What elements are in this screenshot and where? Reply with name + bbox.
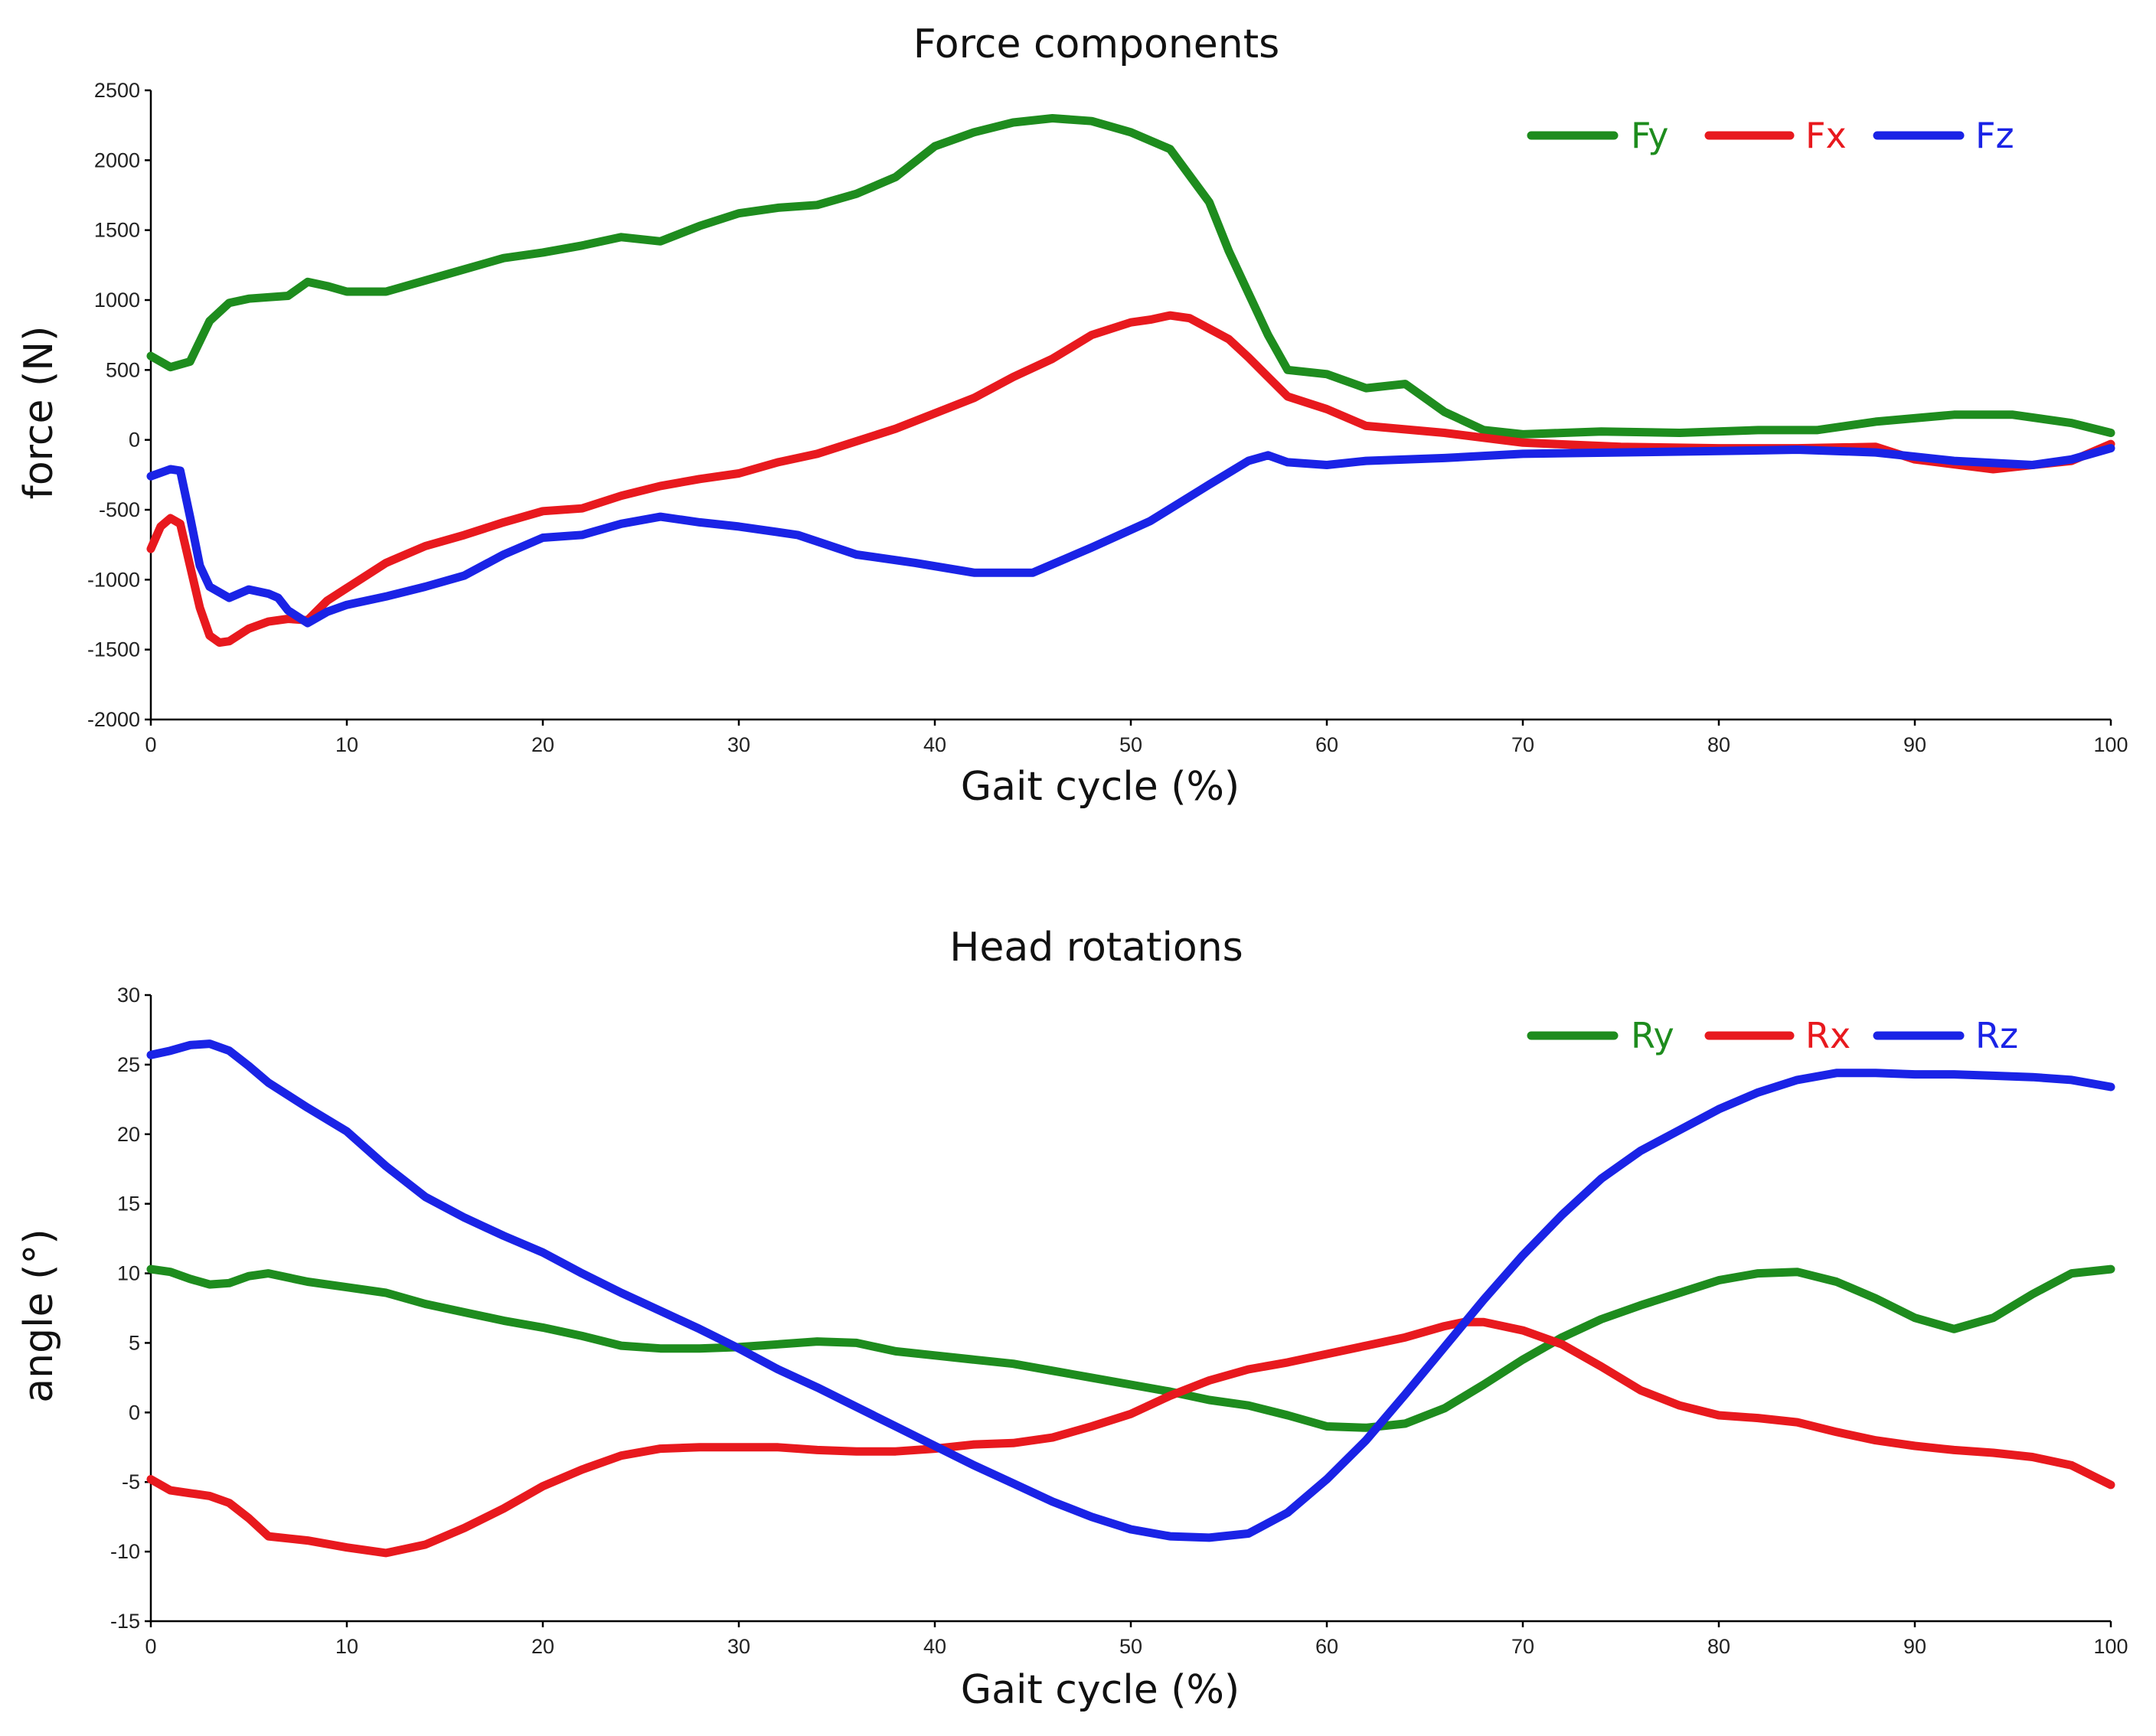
- head-rotations-chart: Head rotations -15 -10 -5 0 5 10 15 20 25 30 0 10 20 3…: [16, 925, 2128, 1713]
- rotation-x-tick-label: 90: [1903, 1635, 1926, 1658]
- rotation-y-tick-label: 10: [117, 1262, 140, 1285]
- rotation-x-tick-label: 0: [145, 1635, 156, 1658]
- force-y-tick-label: 2500: [94, 79, 140, 102]
- legend-label-fz: Fz: [1975, 115, 2014, 156]
- rotation-chart-title: Head rotations: [949, 925, 1243, 971]
- rotation-y-tick-label: -15: [110, 1610, 140, 1633]
- rotation-y-tick-label: 30: [117, 984, 140, 1007]
- rotation-x-tick-label: 40: [923, 1635, 946, 1658]
- force-x-tick-label: 30: [727, 733, 750, 756]
- rotation-x-tick-label: 20: [531, 1635, 554, 1658]
- force-x-tick-label: 80: [1707, 733, 1730, 756]
- rotation-x-tick-label: 30: [727, 1635, 750, 1658]
- rotation-y-tick-label: 15: [117, 1193, 140, 1216]
- force-x-tick-label: 100: [2093, 733, 2128, 756]
- rotation-y-tick-label: 25: [117, 1053, 140, 1076]
- series-line-rx: [146, 1317, 2115, 1558]
- force-y-tick-label: 1500: [94, 219, 140, 242]
- force-x-tick-label: 70: [1511, 733, 1534, 756]
- series-line-fy: [146, 114, 2115, 439]
- force-y-tick-label: 1000: [94, 289, 140, 312]
- force-y-tick-label: 2000: [94, 148, 140, 171]
- force-x-tick-label: 20: [531, 733, 554, 756]
- rotation-x-tick-label: 10: [335, 1635, 358, 1658]
- rotation-y-axis-label: angle (°): [16, 1229, 62, 1402]
- force-y-tick-label: -1000: [87, 568, 140, 591]
- series-line-fx: [146, 311, 2115, 647]
- series-line-rz: [146, 1039, 2115, 1542]
- legend-label-rx: Rx: [1805, 1015, 1851, 1056]
- force-x-tick-label: 60: [1315, 733, 1338, 756]
- force-y-tick-label: -1500: [87, 638, 140, 661]
- force-x-axis-label: Gait cycle (%): [961, 764, 1240, 810]
- force-x-tick-label: 40: [923, 733, 946, 756]
- legend-label-ry: Ry: [1631, 1015, 1674, 1056]
- force-y-tick-label: -500: [99, 498, 140, 521]
- rotation-x-tick-label: 100: [2093, 1635, 2128, 1658]
- rotation-x-tick-label: 50: [1119, 1635, 1142, 1658]
- rotation-x-axis-label: Gait cycle (%): [961, 1667, 1240, 1713]
- force-y-tick-label: 500: [106, 358, 140, 381]
- rotation-y-tick-label: 5: [129, 1331, 140, 1354]
- rotation-x-tick-label: 60: [1315, 1635, 1338, 1658]
- force-x-tick-label: 10: [335, 733, 358, 756]
- legend-label-fx: Fx: [1805, 115, 1847, 156]
- legend-label-rz: Rz: [1975, 1015, 2018, 1056]
- force-chart-title: Force components: [913, 21, 1280, 67]
- rotation-y-tick-label: -5: [122, 1470, 140, 1493]
- legend-label-fy: Fy: [1631, 115, 1668, 156]
- rotation-y-tick-label: 20: [117, 1123, 140, 1146]
- rotation-x-tick-label: 80: [1707, 1635, 1730, 1658]
- rotation-y-tick-label: -10: [110, 1540, 140, 1563]
- series-line-fz: [146, 444, 2115, 628]
- series-line-ry: [146, 1264, 2115, 1432]
- rotation-x-tick-label: 70: [1511, 1635, 1534, 1658]
- force-y-axis-label: force (N): [16, 326, 62, 500]
- force-x-tick-label: 90: [1903, 733, 1926, 756]
- force-components-chart: Force components-2000-1500-1000-50005001…: [16, 21, 2128, 810]
- force-x-tick-label: 50: [1119, 733, 1142, 756]
- force-y-tick-label: 0: [129, 429, 140, 452]
- force-x-tick-label: 0: [145, 733, 156, 756]
- force-y-tick-label: -2000: [87, 708, 140, 731]
- rotation-y-tick-label: 0: [129, 1401, 140, 1424]
